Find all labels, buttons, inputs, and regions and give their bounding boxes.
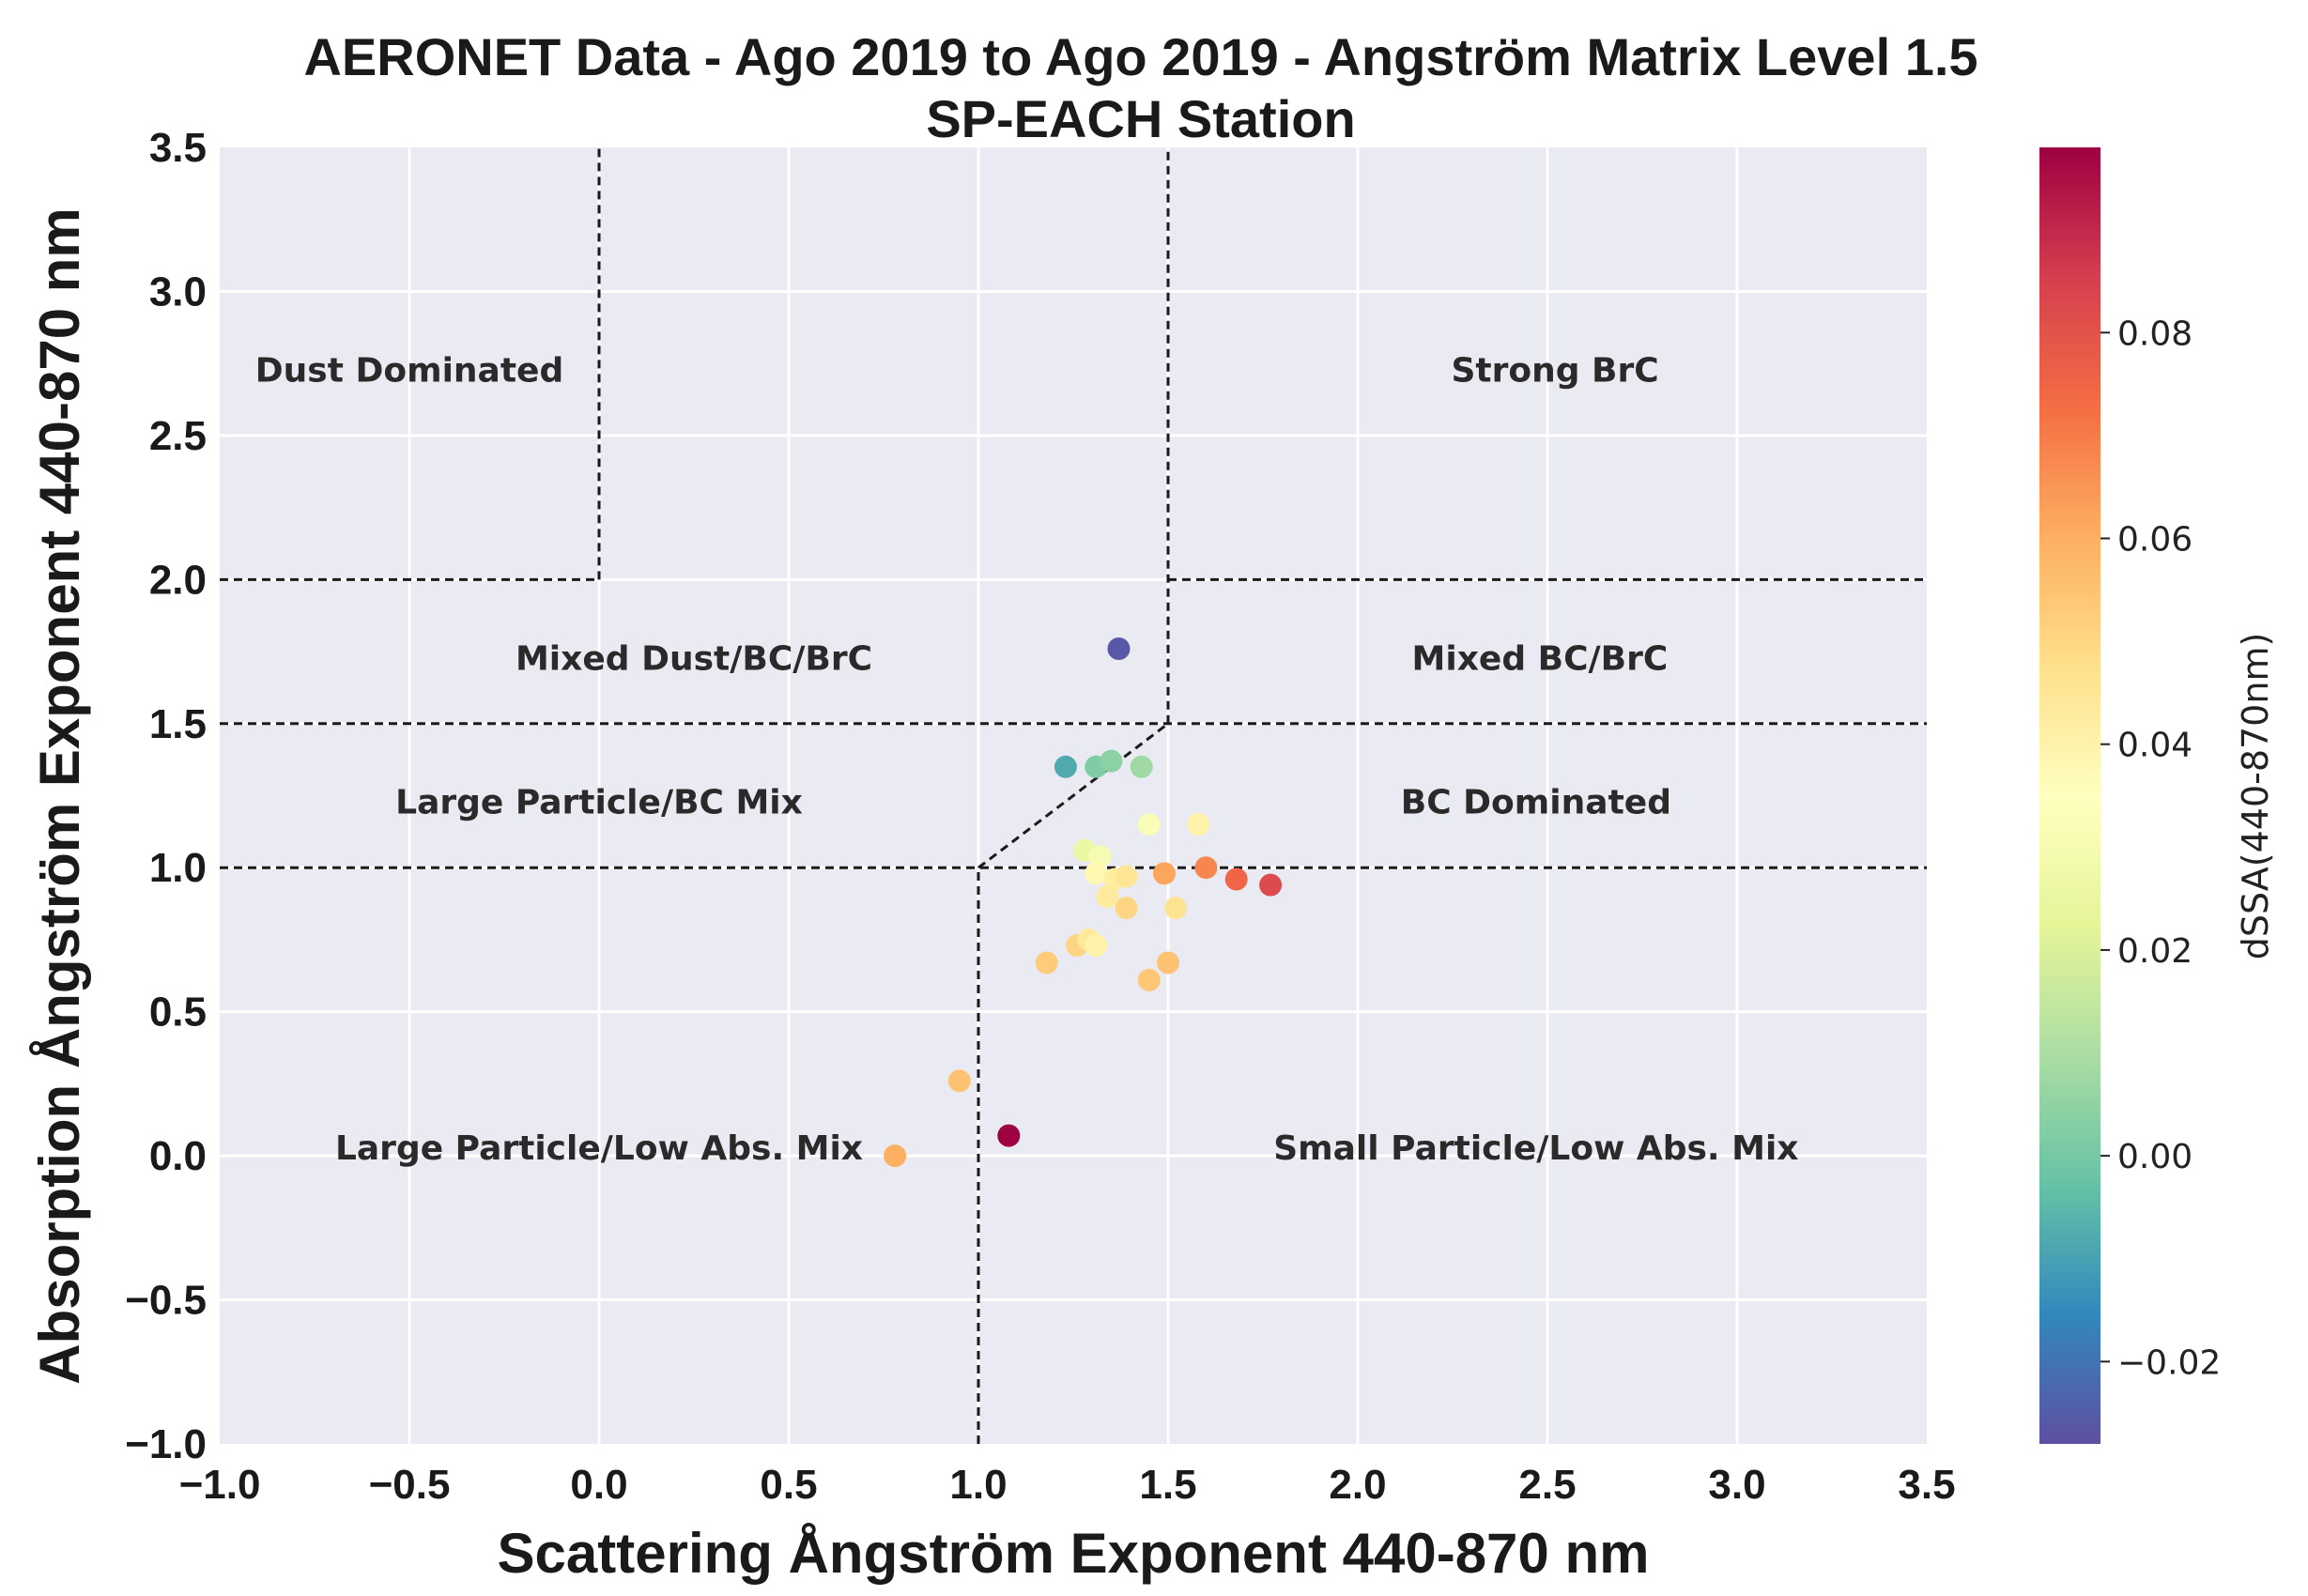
y-tick-label: 0.5 [149, 990, 207, 1036]
region-label: Small Particle/Low Abs. Mix [1273, 1129, 1798, 1168]
colorbar-tick-label: 0.04 [2117, 727, 2193, 765]
colorbar [2039, 147, 2100, 1444]
y-tick-label: 3.5 [149, 125, 207, 171]
data-point [1259, 873, 1283, 897]
y-tick-label: 2.0 [149, 557, 207, 603]
region-label: Dust Dominated [255, 351, 563, 390]
data-point [1100, 749, 1123, 773]
region-boundaries [220, 147, 1927, 1444]
data-point [1085, 862, 1108, 885]
y-tick-label: 3.0 [149, 269, 207, 315]
colorbar-tick-label: 0.06 [2117, 520, 2193, 559]
region-labels: Dust Dominated Strong BrC Mixed Dust/BC/Br… [255, 351, 1799, 1168]
x-tick-label: 2.0 [1329, 1462, 1386, 1508]
colorbar-label: dSSA(440-870nm) [2235, 633, 2276, 960]
colorbar-tick-label: −0.02 [2117, 1343, 2221, 1382]
colorbar-tick-label: 0.08 [2117, 315, 2193, 353]
region-label: Mixed BC/BrC [1412, 639, 1669, 678]
x-tick-label: 0.0 [570, 1462, 627, 1508]
x-tick-label: 1.0 [949, 1462, 1007, 1508]
region-label: Large Particle/BC Mix [395, 784, 803, 822]
data-point [1115, 897, 1138, 920]
data-point [1054, 755, 1077, 778]
y-axis-label: Absorption Ångström Exponent 440-870 nm [28, 207, 91, 1385]
colorbar-ticks: −0.02 0.00 0.02 0.04 0.06 0.08 [2100, 315, 2221, 1382]
y-tick-label: −1.0 [125, 1421, 207, 1467]
x-tick-label: 3.5 [1898, 1462, 1955, 1508]
chart-title: AERONET Data - Ago 2019 to Ago 2019 - An… [303, 27, 1977, 86]
x-tick-label: 0.5 [760, 1462, 817, 1508]
chart-subtitle: SP-EACH Station [926, 89, 1355, 148]
y-tick-label: −0.5 [125, 1278, 207, 1324]
data-point [1130, 755, 1153, 778]
region-boundary [977, 722, 1169, 869]
x-tick-label: 2.5 [1518, 1462, 1576, 1508]
colorbar-tick-label: 0.02 [2117, 932, 2193, 971]
data-point [1194, 856, 1218, 880]
data-points [884, 637, 1283, 1168]
data-point [1187, 813, 1210, 836]
data-point [947, 1069, 971, 1093]
data-point [1035, 951, 1058, 974]
x-axis-label: Scattering Ångström Exponent 440-870 nm [498, 1522, 1650, 1585]
data-point [1107, 637, 1131, 660]
data-point [884, 1144, 907, 1168]
x-tick-label: 3.0 [1708, 1462, 1765, 1508]
y-tick-label: 1.5 [149, 701, 207, 747]
data-point [1085, 934, 1108, 958]
data-point [1088, 844, 1112, 867]
data-point [1115, 865, 1138, 888]
y-tick-label: 0.0 [149, 1133, 207, 1179]
y-axis-ticks: −1.0 −0.5 0.0 0.5 1.0 1.5 2.0 2.5 3.0 3.5 [125, 125, 207, 1467]
region-label: Mixed Dust/BC/BrC [515, 639, 872, 678]
x-axis-ticks: −1.0 −0.5 0.0 0.5 1.0 1.5 2.0 2.5 3.0 3.5 [179, 1462, 1956, 1508]
x-tick-label: −0.5 [369, 1462, 451, 1508]
data-point [1152, 862, 1176, 885]
data-point [997, 1124, 1021, 1147]
data-point [1164, 897, 1188, 920]
data-point [1224, 867, 1248, 891]
y-tick-label: 1.0 [149, 845, 207, 891]
data-point [1157, 951, 1179, 974]
region-label: BC Dominated [1401, 784, 1671, 822]
grid-lines [220, 147, 1927, 1444]
colorbar-tick-label: 0.00 [2117, 1138, 2193, 1176]
y-tick-label: 2.5 [149, 413, 207, 459]
data-point [1137, 968, 1161, 991]
region-label: Strong BrC [1451, 351, 1658, 390]
data-point [1096, 884, 1119, 908]
x-tick-label: 1.5 [1139, 1462, 1196, 1508]
x-tick-label: −1.0 [179, 1462, 261, 1508]
region-label: Large Particle/Low Abs. Mix [335, 1129, 863, 1168]
data-point [1137, 813, 1161, 836]
